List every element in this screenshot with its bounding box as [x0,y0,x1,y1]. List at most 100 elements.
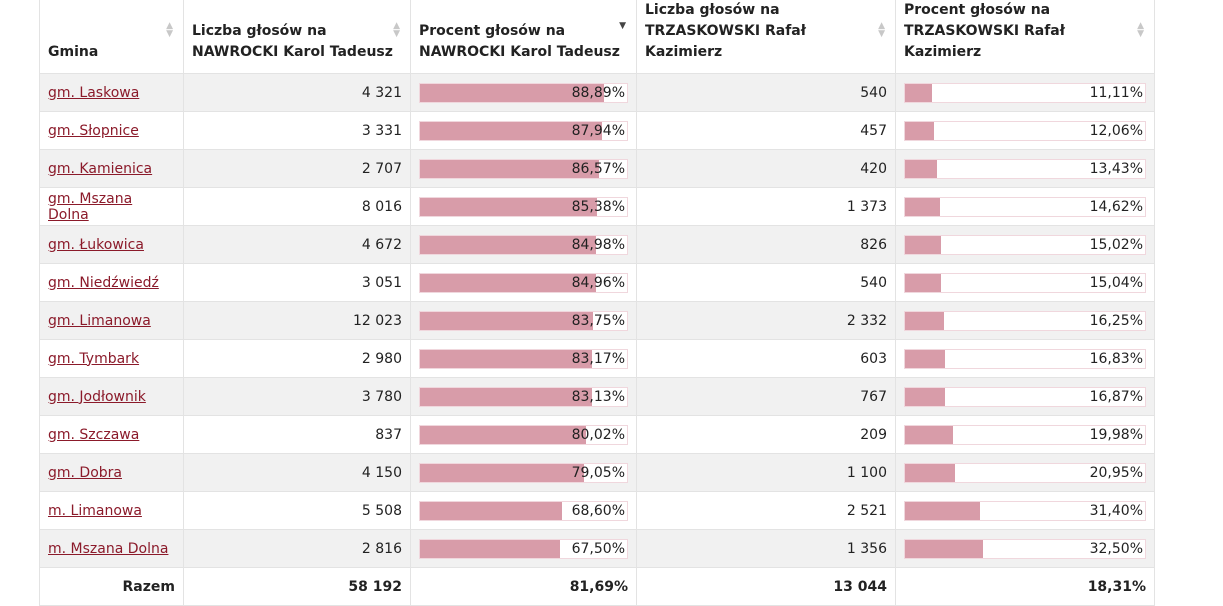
nawrocki-pct-bar-fill [420,273,596,292]
trzaskowski-pct-bar: 32,50% [904,538,1146,559]
nawrocki-count-cell: 3 051 [183,263,411,302]
nawrocki-pct-bar: 85,38% [419,196,628,217]
table-row: gm. Słopnice 3 331 87,94% 457 12,06% [39,111,1155,150]
nawrocki-pct-bar: 83,75% [419,310,628,331]
gmina-cell: gm. Tymbark [39,339,184,378]
trzaskowski-pct-bar: 31,40% [904,500,1146,521]
header-nawrocki-pct-label-2: NAWROCKI Karol Tadeusz [419,44,620,60]
table-row: m. Mszana Dolna 2 816 67,50% 1 356 32,50% [39,529,1155,568]
nawrocki-count-cell: 4 150 [183,453,411,492]
trzaskowski-count-cell: 1 100 [636,453,896,492]
gmina-link[interactable]: gm. Tymbark [48,350,140,367]
table-row: gm. Szczawa 837 80,02% 209 19,98% [39,415,1155,454]
gmina-link[interactable]: gm. Łukowica [48,236,144,253]
nawrocki-pct-bar: 84,98% [419,234,628,255]
nawrocki-pct-bar: 83,13% [419,386,628,407]
header-nawrocki-pct[interactable]: Procent głosów na NAWROCKI Karol Tadeusz… [410,0,637,74]
trzaskowski-pct-bar: 13,43% [904,158,1146,179]
trzaskowski-pct-label: 13,43% [1089,160,1143,177]
trzaskowski-pct-label: 19,98% [1089,426,1143,443]
trzaskowski-pct-label: 20,95% [1089,464,1143,481]
gmina-cell: gm. Jodłownik [39,377,184,416]
header-trzaskowski-count[interactable]: Liczba głosów na TRZASKOWSKI Rafał Kazim… [636,0,896,74]
trzaskowski-pct-bar: 20,95% [904,462,1146,483]
trzaskowski-count-cell: 420 [636,149,896,188]
nawrocki-pct-cell: 79,05% [410,453,637,492]
table-row: gm. Mszana Dolna 8 016 85,38% 1 373 14,62% [39,187,1155,226]
gmina-link[interactable]: gm. Kamienica [48,160,153,177]
gmina-cell: gm. Łukowica [39,225,184,264]
trzaskowski-pct-bar-fill [905,235,942,254]
gmina-link[interactable]: gm. Słopnice [48,122,139,139]
nawrocki-pct-bar-fill [420,425,586,444]
gmina-link[interactable]: gm. Limanowa [48,312,151,329]
nawrocki-pct-bar: 80,02% [419,424,628,445]
nawrocki-pct-bar-fill [420,197,597,216]
nawrocki-pct-bar-fill [420,501,562,520]
nawrocki-pct-bar-fill [420,539,560,558]
header-nawrocki-count-label-2: NAWROCKI Karol Tadeusz [192,44,393,60]
gmina-cell: gm. Mszana Dolna [39,187,184,226]
table-row: gm. Kamienica 2 707 86,57% 420 13,43% [39,149,1155,188]
trzaskowski-pct-bar: 16,83% [904,348,1146,369]
nawrocki-count-cell: 4 321 [183,73,411,112]
nawrocki-pct-cell: 83,75% [410,301,637,340]
gmina-link[interactable]: gm. Szczawa [48,426,140,443]
nawrocki-pct-label: 84,98% [571,236,625,253]
gmina-cell: m. Mszana Dolna [39,529,184,568]
nawrocki-pct-bar: 68,60% [419,500,628,521]
header-trzaskowski-pct-label-2: TRZASKOWSKI Rafał Kazimierz [904,23,1065,60]
nawrocki-pct-bar-fill [420,121,603,140]
gmina-link[interactable]: gm. Jodłownik [48,388,146,405]
table-row: gm. Łukowica 4 672 84,98% 826 15,02% [39,225,1155,264]
trzaskowski-count-cell: 2 332 [636,301,896,340]
trzaskowski-pct-label: 15,02% [1089,236,1143,253]
gmina-link[interactable]: m. Mszana Dolna [48,540,169,557]
nawrocki-count-cell: 837 [183,415,411,454]
nawrocki-pct-label: 83,17% [571,350,625,367]
table-row: gm. Jodłownik 3 780 83,13% 767 16,87% [39,377,1155,416]
header-trzaskowski-pct[interactable]: Procent głosów na TRZASKOWSKI Rafał Kazi… [895,0,1155,74]
trzaskowski-pct-cell: 13,43% [895,149,1155,188]
gmina-link[interactable]: gm. Dobra [48,464,122,481]
trzaskowski-count-cell: 767 [636,377,896,416]
trzaskowski-pct-cell: 14,62% [895,187,1155,226]
trzaskowski-pct-bar-fill [905,311,944,330]
trzaskowski-pct-cell: 19,98% [895,415,1155,454]
nawrocki-pct-bar-fill [420,159,600,178]
table-header-row: Gmina ▲ ▼ Liczba głosów na NAWROCKI Karol… [39,0,1155,74]
sort-icon: ▲ ▼ [393,21,400,39]
gmina-link[interactable]: gm. Mszana Dolna [48,190,133,223]
header-nawrocki-count[interactable]: Liczba głosów na NAWROCKI Karol Tadeusz … [183,0,411,74]
header-gmina[interactable]: Gmina ▲ ▼ [39,0,184,74]
nawrocki-pct-bar-fill [420,387,593,406]
nawrocki-pct-bar-fill [420,311,594,330]
nawrocki-pct-bar: 88,89% [419,82,628,103]
trzaskowski-pct-label: 16,83% [1089,350,1143,367]
trzaskowski-pct-bar: 16,25% [904,310,1146,331]
trzaskowski-count-cell: 826 [636,225,896,264]
gmina-link[interactable]: gm. Laskowa [48,84,140,101]
trzaskowski-pct-bar-fill [905,83,932,102]
nawrocki-pct-cell: 67,50% [410,529,637,568]
trzaskowski-pct-bar-fill [905,387,946,406]
nawrocki-pct-label: 67,50% [571,540,625,557]
nawrocki-pct-label: 86,57% [571,160,625,177]
trzaskowski-pct-bar-fill [905,425,953,444]
trzaskowski-count-cell: 540 [636,263,896,302]
trzaskowski-pct-bar-fill [905,463,956,482]
nawrocki-pct-cell: 83,13% [410,377,637,416]
gmina-link[interactable]: gm. Niedźwiedź [48,274,159,291]
header-trzaskowski-pct-label-1: Procent głosów na [904,2,1051,18]
nawrocki-pct-bar-fill [420,83,604,102]
trzaskowski-pct-cell: 12,06% [895,111,1155,150]
nawrocki-pct-bar-fill [420,235,596,254]
trzaskowski-pct-bar: 19,98% [904,424,1146,445]
sort-desc-active-icon: ▼ [619,21,626,31]
trzaskowski-pct-cell: 31,40% [895,491,1155,530]
nawrocki-pct-bar: 67,50% [419,538,628,559]
nawrocki-pct-cell: 88,89% [410,73,637,112]
results-table: Gmina ▲ ▼ Liczba głosów na NAWROCKI Karol… [39,0,1155,606]
gmina-link[interactable]: m. Limanowa [48,502,142,519]
nawrocki-count-cell: 4 672 [183,225,411,264]
